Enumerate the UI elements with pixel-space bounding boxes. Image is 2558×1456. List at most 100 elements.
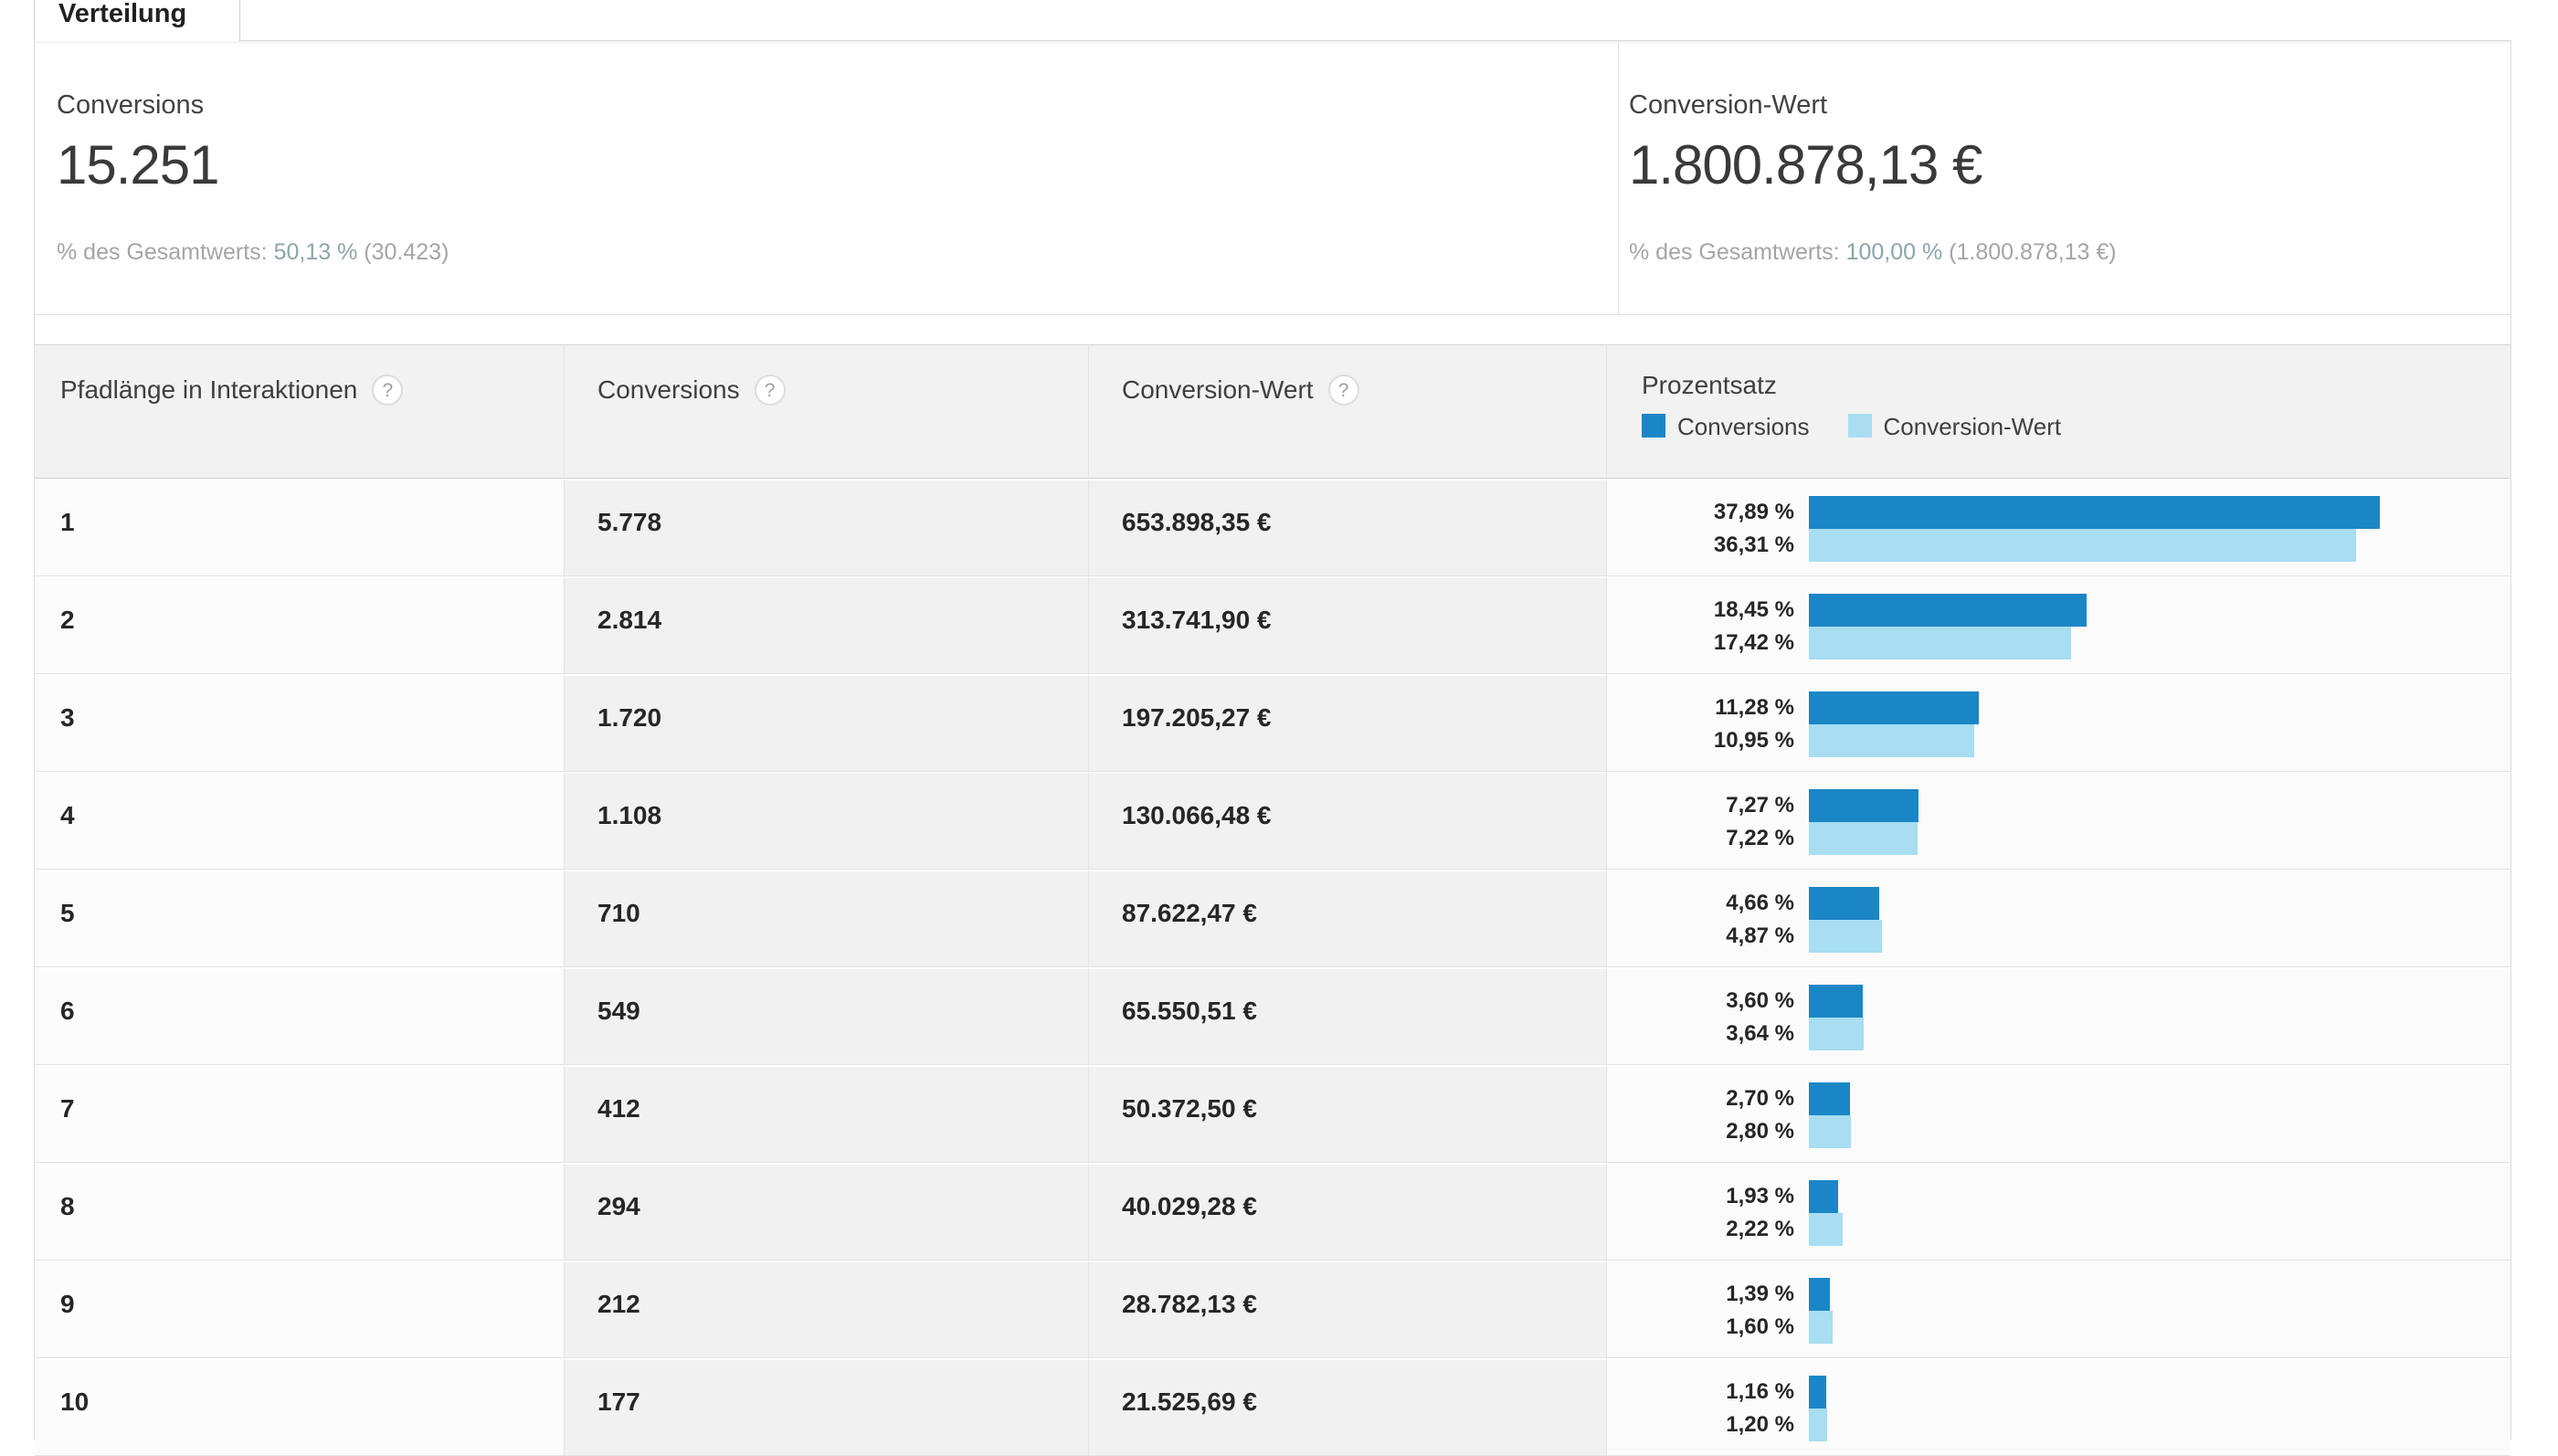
- cell-conversions: 710: [565, 870, 1089, 967]
- path-length-value: 8: [60, 1192, 75, 1220]
- path-length-value: 3: [60, 703, 75, 732]
- bar-pair: 37,89 % 36,31 %: [1607, 496, 2510, 562]
- cell-conversion-value: 50.372,50 €: [1089, 1065, 1607, 1163]
- help-icon[interactable]: ?: [754, 375, 786, 406]
- conversion-value-value: 87.622,47 €: [1122, 899, 1257, 927]
- conversion-value-bar: [1809, 724, 1974, 757]
- bar-legend: Conversions Conversion-Wert: [1642, 413, 2510, 441]
- cell-conversions: 412: [565, 1065, 1089, 1163]
- subtitle-percent: 50,13 %: [273, 239, 358, 265]
- pct-conversion-value-label: 10,95 %: [1713, 728, 1794, 753]
- pct-conversion-value-label: 7,22 %: [1726, 826, 1794, 850]
- cell-percentage: 7,27 % 7,22 %: [1607, 772, 2510, 870]
- conversions-value: 1.108: [597, 801, 662, 829]
- cell-path-length: 6: [35, 967, 565, 1065]
- cell-path-length: 10: [35, 1358, 565, 1456]
- summary-conversions-label: Conversions: [57, 90, 205, 120]
- conversion-value-bar: [1809, 1018, 1865, 1050]
- pct-conversions-label: 4,66 %: [1726, 891, 1794, 915]
- cell-conversion-value: 21.525,69 €: [1089, 1358, 1607, 1456]
- bar-pair: 1,39 % 1,60 %: [1607, 1278, 2510, 1344]
- conversions-value: 5.778: [597, 508, 662, 536]
- conversions-bar: [1809, 985, 1864, 1018]
- pct-conversion-value-label: 2,80 %: [1726, 1119, 1794, 1144]
- legend-label: Conversion-Wert: [1883, 413, 2062, 440]
- subtitle-prefix: % des Gesamtwerts:: [1629, 239, 1846, 265]
- pct-conversion-value-label: 1,20 %: [1726, 1412, 1794, 1437]
- column-header-path-length[interactable]: Pfadlänge in Interaktionen?: [35, 344, 565, 479]
- path-length-value: 9: [60, 1290, 75, 1318]
- conversions-value: 212: [597, 1290, 640, 1318]
- cell-conversions: 1.720: [565, 674, 1089, 772]
- path-length-value: 6: [60, 997, 75, 1025]
- cell-conversion-value: 87.622,47 €: [1089, 870, 1607, 967]
- cell-conversion-value: 313.741,90 €: [1089, 576, 1607, 674]
- cell-conversions: 549: [565, 967, 1089, 1065]
- table-row: 4 1.108 130.066,48 € 7,27 % 7,22 %: [35, 772, 2510, 870]
- pct-conversions-label: 1,39 %: [1726, 1282, 1794, 1306]
- summary-section: Conversions 15.251 % des Gesamtwerts: 50…: [35, 41, 2510, 315]
- legend-swatch-light-blue: [1847, 414, 1872, 438]
- cell-percentage: 1,16 % 1,20 %: [1607, 1358, 2510, 1456]
- summary-conversions-value: 15.251: [57, 134, 220, 195]
- cell-path-length: 9: [35, 1261, 565, 1358]
- tab-verteilung[interactable]: Verteilung: [34, 0, 240, 41]
- conversions-value: 177: [597, 1387, 640, 1416]
- summary-conversions: Conversions 15.251 % des Gesamtwerts: 50…: [57, 90, 449, 266]
- column-header-label: Prozentsatz: [1642, 371, 1777, 399]
- path-length-value: 10: [60, 1387, 90, 1416]
- conversions-bar: [1809, 1082, 1850, 1115]
- legend-item-conversions: Conversions: [1642, 413, 1810, 440]
- conversions-value: 1.720: [597, 703, 662, 732]
- pct-conversions-label: 37,89 %: [1713, 500, 1794, 524]
- pct-conversions-label: 11,28 %: [1715, 695, 1794, 720]
- conversion-value-value: 21.525,69 €: [1122, 1387, 1257, 1416]
- help-icon[interactable]: ?: [1327, 375, 1359, 406]
- pct-conversions-label: 2,70 %: [1726, 1086, 1794, 1111]
- conversions-bar: [1809, 789, 1918, 822]
- cell-conversions: 5.778: [565, 479, 1089, 576]
- subtitle-suffix: (1.800.878,13 €): [1942, 239, 2117, 265]
- conversion-value-value: 50.372,50 €: [1122, 1094, 1257, 1123]
- cell-conversion-value: 653.898,35 €: [1089, 479, 1607, 576]
- cell-percentage: 37,89 % 36,31 %: [1607, 479, 2510, 576]
- conversion-value-bar: [1809, 1213, 1843, 1246]
- cell-path-length: 7: [35, 1065, 565, 1163]
- tab-label: Verteilung: [58, 0, 187, 28]
- cell-path-length: 2: [35, 576, 565, 674]
- bar-pair: 1,93 % 2,22 %: [1607, 1180, 2510, 1246]
- conversions-value: 549: [597, 997, 640, 1025]
- conversion-value-bar: [1809, 627, 2072, 659]
- bar-pair: 11,28 % 10,95 %: [1607, 691, 2510, 757]
- cell-percentage: 4,66 % 4,87 %: [1607, 870, 2510, 967]
- cell-conversions: 177: [565, 1358, 1089, 1456]
- cell-percentage: 1,93 % 2,22 %: [1607, 1163, 2510, 1261]
- conversion-value-value: 28.782,13 €: [1122, 1290, 1257, 1318]
- column-header-conversions[interactable]: Conversions?: [565, 344, 1089, 479]
- conversions-bar: [1809, 1278, 1830, 1311]
- conversions-bar: [1809, 1180, 1838, 1213]
- table-header-row: Pfadlänge in Interaktionen? Conversions?…: [35, 344, 2510, 479]
- pct-conversions-label: 7,27 %: [1726, 793, 1794, 818]
- table-row: 5 710 87.622,47 € 4,66 % 4,87 %: [35, 870, 2510, 967]
- cell-conversions: 294: [565, 1163, 1089, 1261]
- cell-percentage: 18,45 % 17,42 %: [1607, 576, 2510, 674]
- legend-item-conversion-value: Conversion-Wert: [1847, 413, 2062, 440]
- conversion-value-bar: [1809, 529, 2357, 562]
- cell-conversions: 2.814: [565, 576, 1089, 674]
- cell-path-length: 1: [35, 479, 565, 576]
- conversion-value-bar: [1809, 1115, 1852, 1148]
- table-row: 3 1.720 197.205,27 € 11,28 % 10,95 %: [35, 674, 2510, 772]
- conversion-value-value: 130.066,48 €: [1122, 801, 1272, 829]
- column-header-label: Pfadlänge in Interaktionen: [60, 375, 358, 404]
- cell-conversions: 1.108: [565, 772, 1089, 870]
- table-row: 8 294 40.029,28 € 1,93 % 2,22 %: [35, 1163, 2510, 1261]
- conversions-bar: [1809, 496, 2381, 529]
- cell-conversions: 212: [565, 1261, 1089, 1358]
- bar-pair: 18,45 % 17,42 %: [1607, 594, 2510, 659]
- column-header-conversion-value[interactable]: Conversion-Wert?: [1089, 344, 1607, 479]
- help-icon[interactable]: ?: [372, 375, 404, 406]
- summary-conversion-value-subtitle: % des Gesamtwerts: 100,00 % (1.800.878,1…: [1629, 239, 2117, 266]
- bar-pair: 1,16 % 1,20 %: [1607, 1376, 2510, 1441]
- summary-conversion-value-value: 1.800.878,13 €: [1629, 134, 1982, 195]
